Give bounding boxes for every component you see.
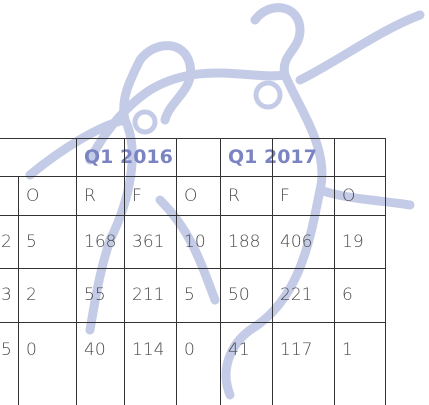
row-divider: [0, 215, 386, 216]
table-cell: 1: [342, 339, 353, 360]
table-cell: 188: [228, 231, 261, 252]
column-divider: [176, 138, 177, 405]
row-divider: [0, 322, 386, 323]
table-cell: 211: [132, 285, 165, 305]
column-header: R: [84, 185, 96, 206]
group-header: Q1 2016: [84, 146, 173, 168]
column-header: F: [132, 185, 142, 206]
table-cell: 221: [280, 285, 313, 305]
table-cell: 168: [84, 231, 117, 252]
table-cell: 406: [280, 231, 313, 252]
column-divider: [124, 138, 125, 405]
table-cell: 361: [132, 231, 165, 252]
group-header: Q1 2017: [228, 146, 317, 168]
column-divider: [76, 138, 77, 405]
column-divider: [272, 138, 273, 405]
table-cell: 19: [342, 231, 364, 252]
table-cell: 114: [132, 339, 165, 360]
table-cell: 5: [184, 285, 195, 305]
column-header: O: [184, 185, 198, 206]
table-cell: 117: [280, 339, 313, 360]
table-cell: 40: [84, 339, 106, 360]
table-cell: 2: [26, 285, 37, 305]
column-divider: [385, 138, 386, 405]
column-header: R: [228, 185, 240, 206]
row-divider: [0, 138, 386, 139]
table-cell: 2: [1, 231, 12, 252]
column-divider: [334, 138, 335, 405]
column-divider: [220, 138, 221, 405]
row-divider: [0, 268, 386, 269]
row-divider: [0, 176, 386, 177]
column-divider: [18, 176, 19, 405]
column-header: F: [280, 185, 290, 206]
table-cell: 10: [184, 231, 206, 252]
column-header: O: [342, 185, 356, 206]
column-header: O: [26, 185, 40, 206]
table-cell: 5: [1, 339, 12, 360]
table-cell: 6: [342, 285, 353, 305]
table-cell: 55: [84, 285, 106, 305]
table-cell: 3: [1, 285, 12, 305]
table-cell: 5: [26, 231, 37, 252]
table-cell: 0: [184, 339, 195, 360]
table-cell: 41: [228, 339, 250, 360]
table-cell: 0: [26, 339, 37, 360]
table-cell: 50: [228, 285, 250, 305]
